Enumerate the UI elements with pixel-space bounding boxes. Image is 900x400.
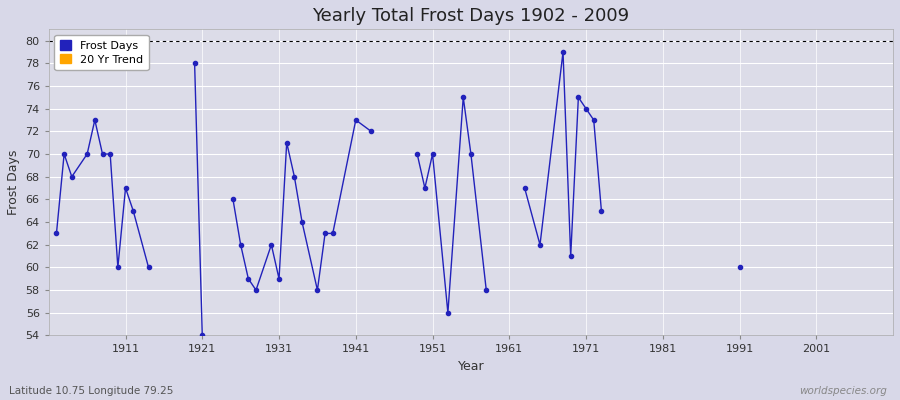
Title: Yearly Total Frost Days 1902 - 2009: Yearly Total Frost Days 1902 - 2009 [312,7,629,25]
Frost Days [120,186,130,190]
Frost Days [104,152,115,156]
Frost Days [67,174,77,179]
Y-axis label: Frost Days: Frost Days [7,150,20,215]
Frost Days [51,231,62,236]
Line: Frost Days: Frost Days [54,118,150,270]
Frost Days [112,265,123,270]
Frost Days [97,152,108,156]
Text: worldspecies.org: worldspecies.org [798,386,886,396]
Frost Days [143,265,154,270]
Frost Days [89,118,100,122]
Frost Days [58,152,69,156]
Frost Days [128,208,139,213]
Text: Latitude 10.75 Longitude 79.25: Latitude 10.75 Longitude 79.25 [9,386,174,396]
X-axis label: Year: Year [457,360,484,373]
Legend: Frost Days, 20 Yr Trend: Frost Days, 20 Yr Trend [54,35,148,70]
Frost Days [82,152,93,156]
